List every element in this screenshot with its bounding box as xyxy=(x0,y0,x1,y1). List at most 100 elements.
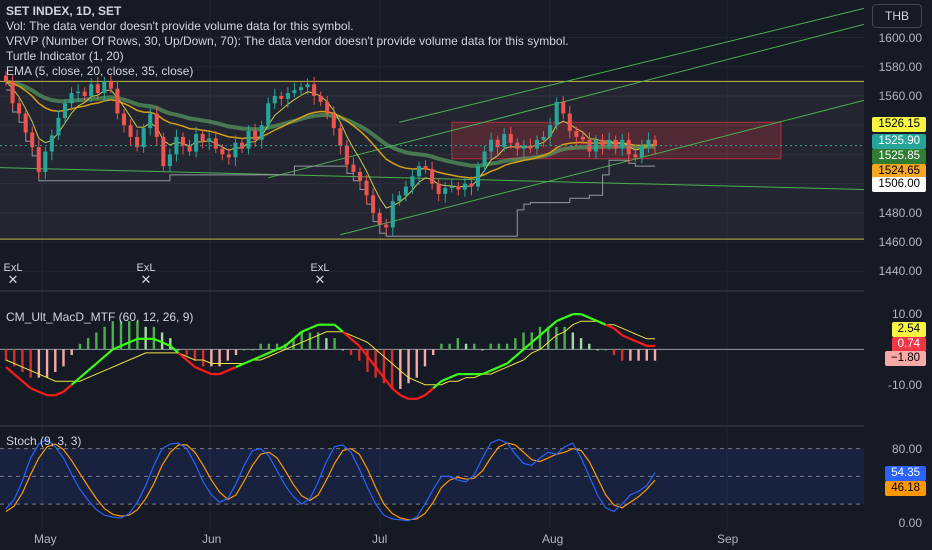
pane-separator[interactable] xyxy=(0,425,864,427)
candle-body xyxy=(161,136,166,167)
macd-axis-label: -10.00 xyxy=(887,377,922,392)
macd-line-segment xyxy=(358,345,369,358)
macd-histogram-bar xyxy=(505,343,509,350)
macd-axis-label: 10.00 xyxy=(891,307,922,322)
candle-body xyxy=(377,212,382,225)
macd-histogram-bar xyxy=(308,332,312,350)
candle-body xyxy=(338,128,343,146)
macd-line-segment xyxy=(597,320,607,326)
exl-label: ExL xyxy=(310,262,330,274)
price-pill: 1526.15 xyxy=(872,117,926,132)
candle-body xyxy=(515,142,520,149)
candle-body xyxy=(226,154,231,158)
macd-histogram-bar xyxy=(431,349,435,356)
macd-line-segment xyxy=(449,373,459,379)
ema20-line xyxy=(5,80,656,179)
macd-line-segment xyxy=(62,383,73,393)
vol-legend[interactable]: Vol: The data vendor doesn't provide vol… xyxy=(6,19,354,33)
macd-histogram-bar xyxy=(300,332,303,350)
macd-line-segment xyxy=(383,376,393,389)
candle-body xyxy=(331,113,336,129)
macd-line-segment xyxy=(95,355,106,365)
candle-body xyxy=(259,125,264,140)
macd-histogram-bar xyxy=(423,349,427,367)
pane-separator[interactable] xyxy=(0,290,864,292)
channel-upper-line xyxy=(399,7,864,123)
macd-line-segment xyxy=(13,373,24,383)
range-box xyxy=(0,81,864,240)
macd-histogram-bar xyxy=(579,338,583,350)
price-axis-label: 1560.00 xyxy=(878,88,922,103)
candle-body xyxy=(620,139,625,149)
candle-body xyxy=(600,139,605,146)
macd-legend[interactable]: CM_Ult_MacD_MTF (60, 12, 26, 9) xyxy=(6,310,194,324)
macd-histogram-bar xyxy=(604,349,607,351)
candle-body xyxy=(652,139,658,146)
macd-histogram-bar xyxy=(620,349,624,361)
candle-body xyxy=(305,84,310,88)
candle-body xyxy=(141,128,146,148)
candle-body xyxy=(561,101,566,114)
macd-histogram-bar xyxy=(169,338,172,350)
macd-line-segment xyxy=(432,380,443,390)
macd-line-segment xyxy=(87,362,98,372)
macd-histogram-bar xyxy=(210,349,213,367)
macd-histogram-bar xyxy=(464,343,468,350)
candle-body xyxy=(82,91,87,96)
macd-signal-line xyxy=(5,320,655,386)
vrvp-legend[interactable]: VRVP (Number Of Rows, 30, Up/Down, 70): … xyxy=(6,34,569,48)
macd-histogram-bar xyxy=(111,321,114,350)
macd-line-segment xyxy=(391,387,402,397)
candle-body xyxy=(390,201,395,228)
candle-body xyxy=(233,142,238,158)
macd-line-segment xyxy=(79,369,89,379)
macd-histogram-bar xyxy=(555,326,558,350)
symbol-title[interactable]: SET INDEX, 1D, SET xyxy=(6,4,122,18)
candle-body xyxy=(17,103,22,114)
candle-body xyxy=(410,176,415,187)
macd-pill: 2.54 xyxy=(891,322,926,337)
macd-histogram-bar xyxy=(489,343,492,350)
candle-body xyxy=(462,183,467,190)
turtle-legend[interactable]: Turtle Indicator (1, 20) xyxy=(6,49,124,63)
channel-mid-line xyxy=(268,23,864,179)
stoch-axis-label: 0.00 xyxy=(898,515,922,530)
candle-body xyxy=(253,131,258,140)
macd-histogram-bar xyxy=(440,343,443,350)
macd-pill: −1.80 xyxy=(884,351,926,366)
macd-line-segment xyxy=(71,376,81,386)
macd-histogram-bar xyxy=(596,349,599,351)
macd-line-segment xyxy=(54,390,64,397)
macd-histogram-bar xyxy=(234,349,238,356)
macd-line-segment xyxy=(564,313,574,319)
macd-histogram-bar xyxy=(374,349,377,378)
macd-line-segment xyxy=(128,337,138,344)
macd-histogram-bar xyxy=(481,349,484,351)
macd-histogram-bar xyxy=(275,343,279,350)
macd-histogram-bar xyxy=(218,349,221,367)
macd-histogram-bar xyxy=(86,338,90,350)
candle-body xyxy=(449,186,454,189)
exit-cross-icon: ✕ xyxy=(314,272,326,287)
macd-histogram-bar xyxy=(226,349,230,361)
macd-line-segment xyxy=(555,316,566,323)
candle-body xyxy=(292,90,297,94)
candle-body xyxy=(567,113,572,132)
candle-body xyxy=(95,84,100,94)
ema-legend[interactable]: EMA (5, close, 20, close, 35, close) xyxy=(6,64,194,78)
candle-body xyxy=(436,183,441,194)
chart-canvas[interactable] xyxy=(0,0,864,530)
currency-button[interactable]: THB xyxy=(872,4,922,28)
macd-line-segment xyxy=(498,362,508,369)
candle-body xyxy=(364,180,369,196)
candle-body xyxy=(521,145,526,149)
macd-histogram-bar xyxy=(333,338,336,350)
macd-histogram-bar xyxy=(612,349,616,356)
candle-body xyxy=(213,138,218,149)
candle-body xyxy=(495,139,500,148)
stoch-legend[interactable]: Stoch (9, 3, 3) xyxy=(6,434,82,448)
macd-line-segment xyxy=(219,369,229,376)
candle-body xyxy=(371,195,376,213)
macd-line-segment xyxy=(161,341,171,347)
macd-histogram-bar xyxy=(259,343,262,350)
